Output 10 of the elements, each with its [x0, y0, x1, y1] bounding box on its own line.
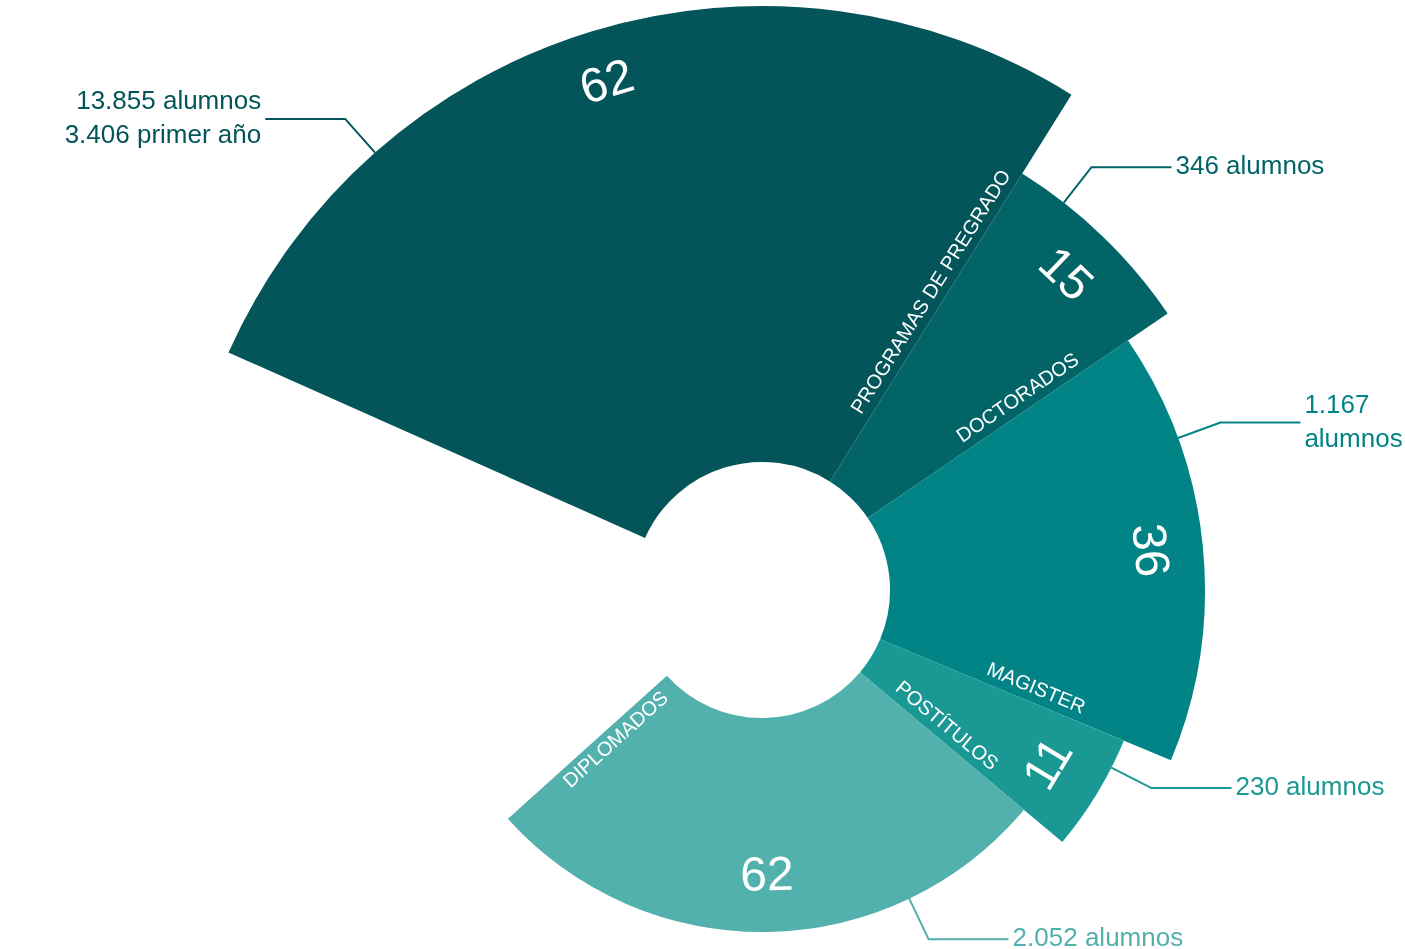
text: 346 alumnos — [1175, 150, 1325, 181]
data-label: 62 — [573, 47, 640, 115]
text: 230 alumnos — [1235, 771, 1385, 802]
data-label: 11 — [1011, 728, 1083, 799]
data-label: 15 — [1028, 235, 1104, 311]
data-label: 36 — [1122, 520, 1181, 580]
text: 2.052 alumnos — [1012, 922, 1184, 949]
text: 13.855 alumnos 3.406 primer año — [64, 85, 262, 150]
data-label: 62 — [739, 846, 795, 901]
text: 1.167 alumnos — [1304, 388, 1403, 453]
